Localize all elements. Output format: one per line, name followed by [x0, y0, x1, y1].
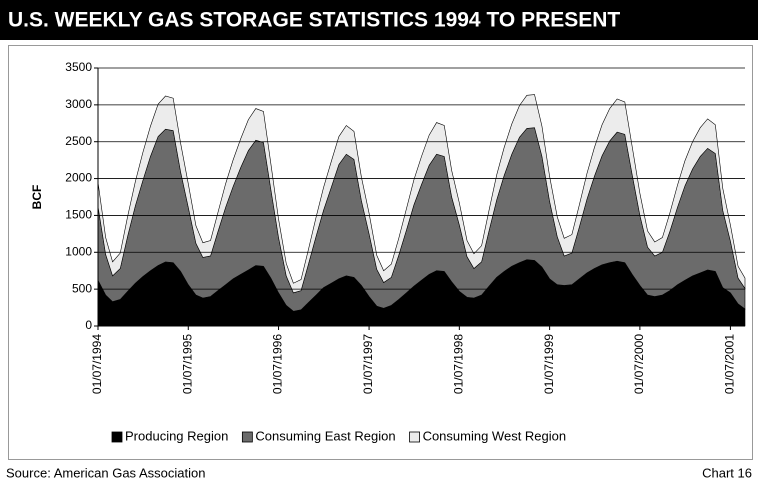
- source-note: Source: American Gas Association: [6, 465, 205, 480]
- legend-swatch: [111, 431, 123, 443]
- legend-label: Consuming West Region: [423, 428, 567, 443]
- x-tick-label: 01/07/1995: [180, 334, 194, 394]
- y-tick-label: 3000: [65, 97, 92, 111]
- y-axis-label: BCF: [30, 185, 44, 210]
- x-tick-label: 01/07/2001: [723, 334, 737, 394]
- x-tick-label: 01/07/1998: [452, 334, 466, 394]
- y-tick-label: 500: [72, 281, 92, 295]
- x-tick-label: 01/07/1994: [90, 334, 104, 394]
- legend-label: Consuming East Region: [255, 428, 395, 443]
- y-tick-label: 1000: [65, 244, 92, 258]
- y-tick-label: 1500: [65, 208, 92, 222]
- y-tick-label: 0: [85, 318, 92, 332]
- area: [97, 94, 746, 294]
- legend-swatch: [409, 431, 420, 443]
- chart-number: Chart 16: [702, 465, 752, 480]
- legend-label: Producing Region: [125, 428, 228, 443]
- x-tick-label: 01/07/1997: [361, 334, 375, 394]
- chart-frame: [8, 45, 753, 460]
- legend-swatch: [241, 431, 253, 443]
- y-tick-label: 2000: [65, 171, 92, 185]
- x-tick-label: 01/07/2000: [632, 334, 646, 394]
- x-tick-label: 01/07/1999: [542, 334, 556, 394]
- title-bar: [0, 0, 758, 40]
- x-tick-label: 01/07/1996: [271, 334, 285, 394]
- chart-title: U.S. WEEKLY GAS STORAGE STATISTICS 1994 …: [8, 9, 620, 32]
- y-tick-label: 3500: [65, 60, 92, 74]
- y-tick-label: 2500: [65, 134, 92, 148]
